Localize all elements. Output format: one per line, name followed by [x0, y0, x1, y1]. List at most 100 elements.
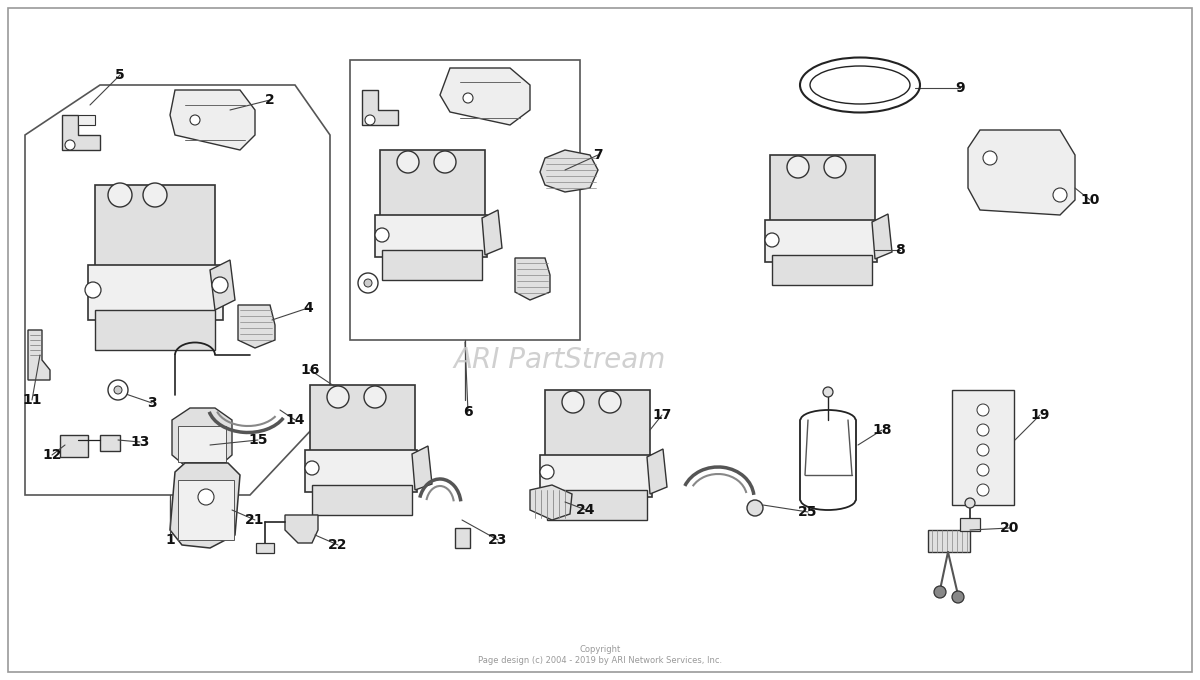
Bar: [766, 220, 877, 262]
Text: 23: 23: [488, 533, 508, 547]
Circle shape: [358, 273, 378, 293]
Text: 5: 5: [115, 68, 125, 82]
Circle shape: [766, 233, 779, 247]
Bar: [100, 435, 120, 451]
Bar: [374, 215, 487, 257]
Circle shape: [540, 465, 554, 479]
Text: 21: 21: [245, 513, 265, 527]
Bar: [256, 543, 274, 553]
Polygon shape: [78, 115, 95, 125]
Text: 18: 18: [872, 423, 892, 437]
Circle shape: [434, 151, 456, 173]
Circle shape: [977, 404, 989, 416]
Bar: [60, 435, 88, 457]
Bar: [382, 250, 482, 280]
Bar: [770, 155, 875, 230]
Circle shape: [463, 93, 473, 103]
Bar: [310, 385, 415, 460]
Text: 20: 20: [1001, 521, 1020, 535]
Polygon shape: [482, 210, 502, 255]
Text: 2: 2: [265, 93, 275, 107]
Circle shape: [365, 115, 374, 125]
Polygon shape: [362, 90, 398, 125]
Circle shape: [977, 444, 989, 456]
Polygon shape: [286, 515, 318, 543]
Text: ARI PartStream: ARI PartStream: [454, 346, 666, 374]
Circle shape: [85, 282, 101, 298]
Circle shape: [143, 183, 167, 207]
Polygon shape: [968, 130, 1075, 215]
Circle shape: [397, 151, 419, 173]
Bar: [312, 485, 412, 515]
Polygon shape: [515, 258, 550, 300]
Bar: [178, 426, 226, 462]
Bar: [305, 450, 418, 492]
Text: 24: 24: [576, 503, 595, 517]
Text: 13: 13: [131, 435, 150, 449]
Circle shape: [108, 380, 128, 400]
Text: 14: 14: [286, 413, 305, 427]
Polygon shape: [62, 115, 100, 150]
Bar: [952, 390, 1014, 505]
Circle shape: [326, 386, 349, 408]
Circle shape: [114, 386, 122, 394]
Circle shape: [977, 484, 989, 496]
Text: 7: 7: [593, 148, 602, 162]
Circle shape: [823, 387, 833, 397]
Circle shape: [198, 489, 214, 505]
Circle shape: [977, 464, 989, 476]
Bar: [772, 255, 872, 285]
Text: 25: 25: [798, 505, 817, 519]
Circle shape: [977, 424, 989, 436]
Bar: [95, 310, 215, 350]
Text: 16: 16: [300, 363, 319, 377]
Text: 17: 17: [653, 408, 672, 422]
Text: 4: 4: [304, 301, 313, 315]
Text: 11: 11: [23, 393, 42, 407]
Polygon shape: [170, 90, 256, 150]
Text: 10: 10: [1080, 193, 1099, 207]
Text: 1: 1: [166, 533, 175, 547]
Text: 3: 3: [148, 396, 157, 410]
Circle shape: [965, 498, 974, 508]
Text: 19: 19: [1031, 408, 1050, 422]
Bar: [928, 530, 970, 552]
Circle shape: [305, 461, 319, 475]
Text: 22: 22: [329, 538, 348, 552]
Polygon shape: [172, 408, 232, 470]
Text: Copyright
Page design (c) 2004 - 2019 by ARI Network Services, Inc.: Copyright Page design (c) 2004 - 2019 by…: [478, 645, 722, 665]
Polygon shape: [540, 150, 598, 192]
Circle shape: [824, 156, 846, 178]
Text: 12: 12: [42, 448, 61, 462]
Circle shape: [65, 140, 74, 150]
Circle shape: [212, 277, 228, 293]
Text: 8: 8: [895, 243, 905, 257]
Polygon shape: [170, 463, 240, 548]
Polygon shape: [238, 305, 275, 348]
Polygon shape: [530, 485, 572, 520]
Bar: [380, 150, 485, 225]
Circle shape: [787, 156, 809, 178]
Bar: [178, 480, 234, 540]
Circle shape: [108, 183, 132, 207]
Bar: [545, 390, 650, 465]
Circle shape: [364, 279, 372, 287]
Bar: [547, 490, 647, 520]
Text: 6: 6: [463, 405, 473, 419]
Circle shape: [934, 586, 946, 598]
Circle shape: [1054, 188, 1067, 202]
Bar: [95, 185, 215, 275]
Bar: [455, 528, 470, 548]
Circle shape: [599, 391, 622, 413]
Polygon shape: [647, 449, 667, 494]
Circle shape: [190, 115, 200, 125]
Text: 9: 9: [955, 81, 965, 95]
Circle shape: [374, 228, 389, 242]
Circle shape: [562, 391, 584, 413]
Polygon shape: [210, 260, 235, 310]
Polygon shape: [872, 214, 892, 259]
Bar: [540, 455, 652, 497]
Polygon shape: [412, 446, 432, 490]
Circle shape: [983, 151, 997, 165]
Polygon shape: [28, 330, 50, 380]
